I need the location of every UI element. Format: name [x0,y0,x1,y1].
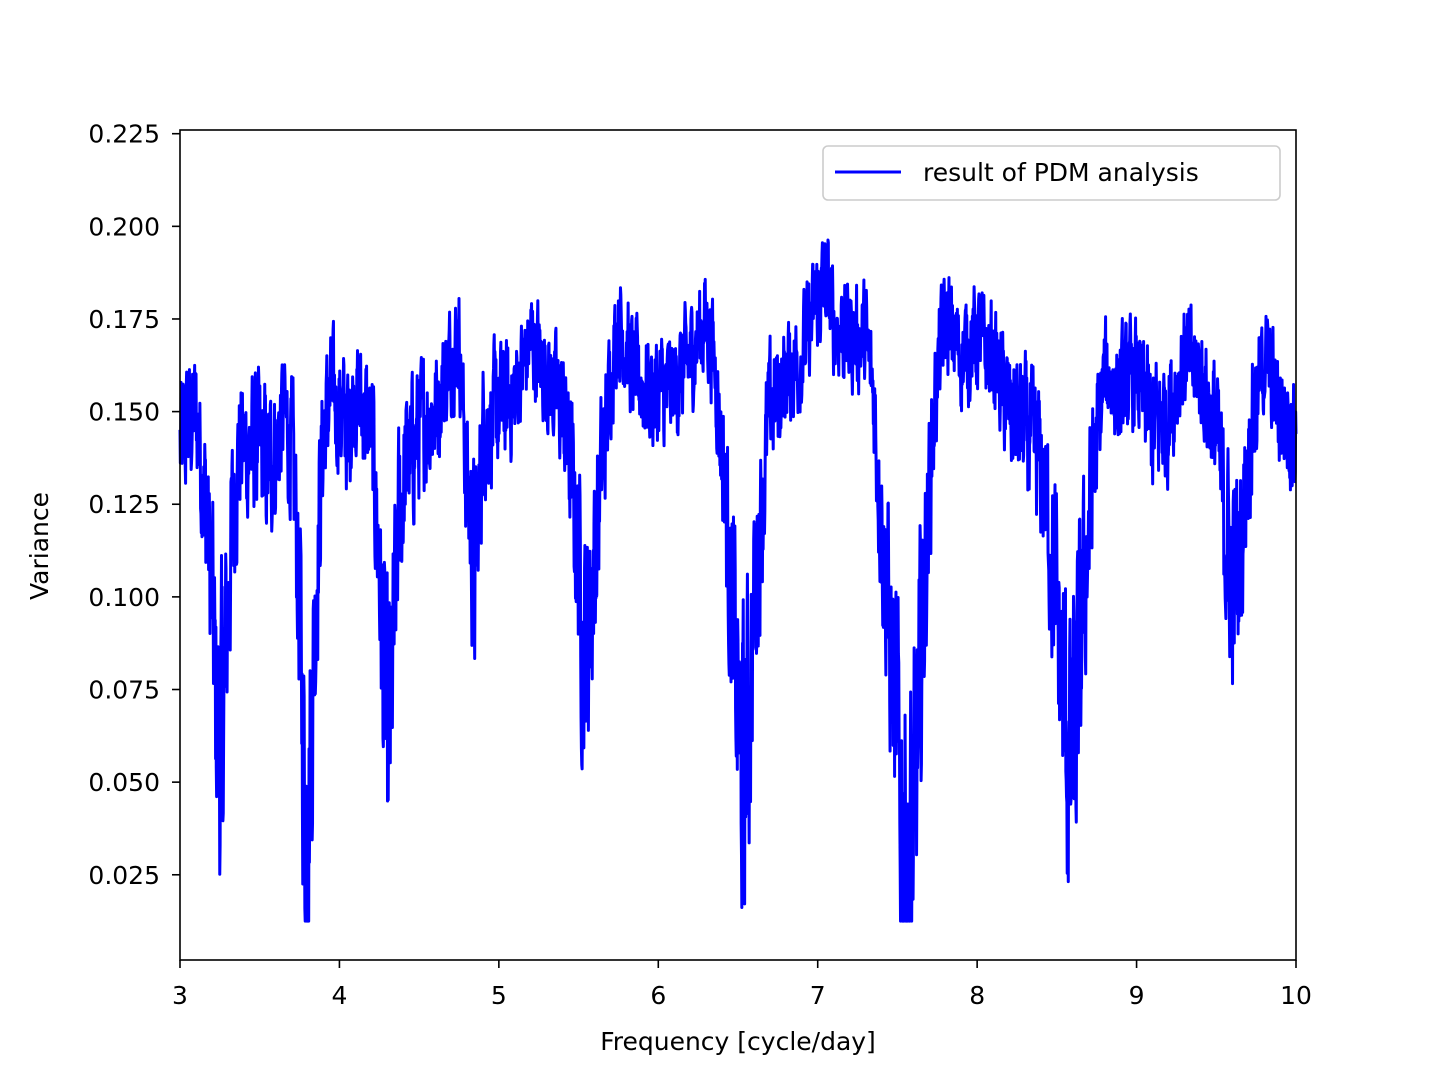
x-axis-label: Frequency [cycle/day] [600,1027,876,1056]
y-tick-label: 0.200 [88,212,160,241]
legend-box [822,145,1281,201]
y-tick-label: 0.025 [88,861,160,890]
x-tick-label: 10 [1280,981,1312,1010]
y-tick-label: 0.225 [88,120,160,149]
x-tick-label: 5 [491,981,507,1010]
y-axis-label: Variance [25,492,54,600]
y-tick-label: 0.050 [88,768,160,797]
y-axis: 0.025 0.050 0.075 0.100 0.125 0.150 0.175 0.200… [88,120,180,890]
legend: result of PDM analysis [822,145,1281,201]
y-tick-label: 0.150 [88,398,160,427]
axes-frame [179,129,1297,961]
x-axis: 3 4 5 6 7 8 9 10 [172,960,1312,1010]
y-tick-label: 0.075 [88,676,160,705]
x-tick-label: 8 [969,981,985,1010]
series-line [178,238,1298,923]
x-tick-label: 9 [1129,981,1145,1010]
plot-area [178,238,1298,923]
x-tick-label: 6 [650,981,666,1010]
x-tick-label: 7 [810,981,826,1010]
x-tick-label: 3 [172,981,188,1010]
y-tick-label: 0.100 [88,583,160,612]
x-tick-label: 4 [331,981,347,1010]
legend-label: result of PDM analysis [923,158,1199,187]
y-tick-label: 0.175 [88,305,160,334]
y-tick-label: 0.125 [88,490,160,519]
